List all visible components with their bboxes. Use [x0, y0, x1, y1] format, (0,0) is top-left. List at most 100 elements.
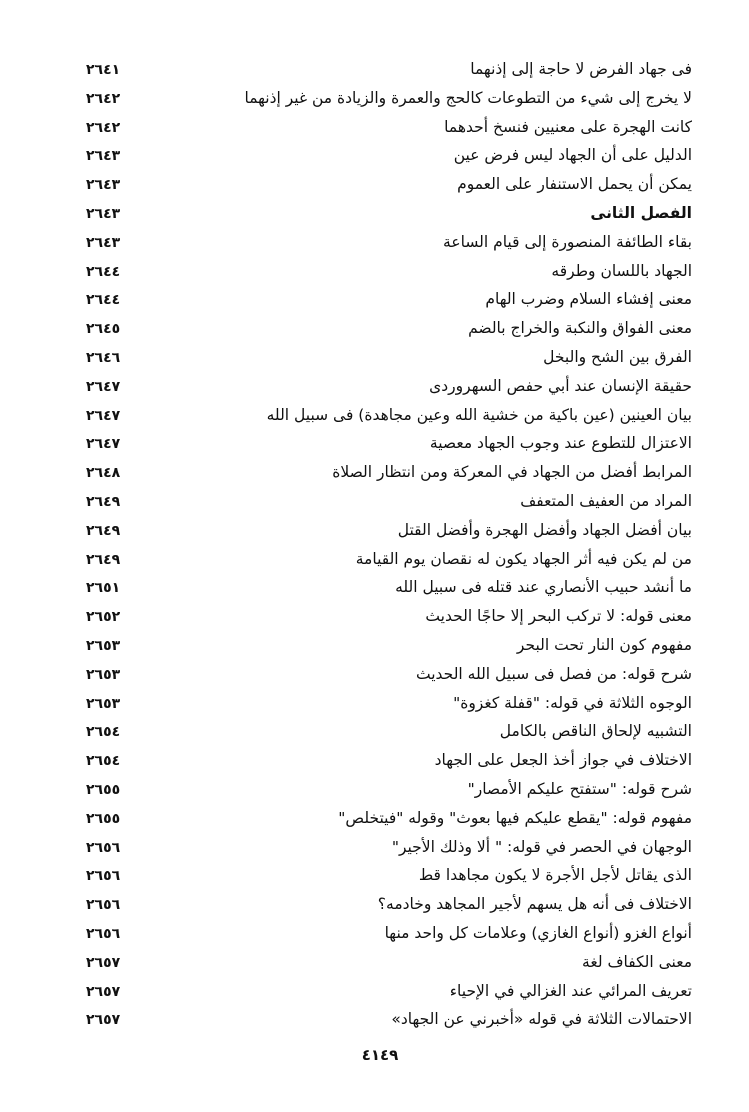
entry-page-number: ٢٦٥٦ — [86, 839, 121, 856]
entry-page-number: ٢٦٥٦ — [86, 925, 121, 942]
index-entry: الفرق بين الشح والبخل ٢٦٤٦ — [0, 344, 749, 373]
index-entry: يمكن أن يحمل الاستنفار على العموم ٢٦٤٣ — [0, 171, 749, 200]
entry-title: الاعتزال للتطوع عند وجوب الجهاد معصية — [429, 434, 692, 453]
entry-title: معنى الفواق والنكبة والخراج بالضم — [468, 319, 692, 338]
entry-title: شرح قوله: من فصل فى سبيل الله الحديث — [416, 664, 692, 683]
index-entry: الدليل على أن الجهاد ليس فرض عين ٢٦٤٣ — [0, 142, 749, 171]
index-entry: الاختلاف في جواز أخذ الجعل على الجهاد ٢٦٥… — [0, 747, 749, 776]
entry-title: المرابط أفضل من الجهاد في المعركة ومن ان… — [332, 463, 692, 482]
entry-title: الوجوه الثلاثة في قوله: "قفلة كغزوة" — [453, 693, 692, 712]
entry-page-number: ٢٦٤٢ — [86, 119, 121, 136]
index-entry: مفهوم كون النار تحت البحر ٢٦٥٣ — [0, 632, 749, 661]
entry-title: معنى قوله: لا تركب البحر إلا حاجًا الحدي… — [425, 607, 692, 626]
entry-title: التشبيه لإلحاق الناقص بالكامل — [499, 722, 692, 741]
index-entry: الذى يقاتل لأجل الأجرة لا يكون مجاهدا قط… — [0, 862, 749, 891]
entry-title: معنى إفشاء السلام وضرب الهام — [485, 290, 692, 309]
index-entry: التشبيه لإلحاق الناقص بالكامل ٢٦٥٤ — [0, 718, 749, 747]
entry-title: الذى يقاتل لأجل الأجرة لا يكون مجاهدا قط — [418, 866, 692, 885]
entry-page-number: ٢٦٥٣ — [86, 666, 121, 683]
entry-title: الجهاد باللسان وطرقه — [551, 261, 692, 280]
entry-page-number: ٢٦٤٦ — [86, 349, 121, 366]
entry-page-number: ٢٦٥١ — [86, 580, 121, 597]
entry-page-number: ٢٦٥٧ — [86, 983, 121, 1000]
entry-page-number: ٢٦٤٧ — [86, 436, 121, 453]
index-entry: بيان العينين (عين باكية من خشية الله وعي… — [0, 402, 749, 431]
index-entry: الاحتمالات الثلاثة في قوله «أخبرني عن ال… — [0, 1006, 749, 1035]
index-entry: معنى الفواق والنكبة والخراج بالضم ٢٦٤٥ — [0, 315, 749, 344]
entry-title: فى جهاد الفرض لا حاجة إلى إذنهما — [470, 60, 692, 78]
index-entry: الاختلاف فى أنه هل يسهم لأجير المجاهد وخ… — [0, 891, 749, 920]
entry-page-number: ٢٦٥٣ — [86, 695, 121, 712]
index-entry: معنى إفشاء السلام وضرب الهام ٢٦٤٤ — [0, 286, 749, 315]
entry-title: ما أنشد حبيب الأنصاري عند قتله فى سبيل ا… — [395, 578, 692, 597]
entry-page-number: ٢٦٤٣ — [86, 234, 121, 251]
entry-title: تعريف المرائي عند الغزالي في الإحياء — [449, 981, 692, 1000]
entry-title: الاحتمالات الثلاثة في قوله «أخبرني عن ال… — [391, 1010, 692, 1029]
entry-page-number: ٢٦٥٣ — [86, 637, 121, 654]
entry-title: المراد من العفيف المتعفف — [520, 491, 692, 510]
entry-title: شرح قوله: "ستفتح عليكم الأمصار" — [467, 779, 692, 798]
entry-title: مفهوم كون النار تحت البحر — [516, 635, 692, 654]
entry-page-number: ٢٦٥٦ — [86, 868, 121, 885]
entry-title: الاختلاف في جواز أخذ الجعل على الجهاد — [434, 751, 692, 770]
entry-title: حقيقة الإنسان عند أبي حفص السهروردى — [429, 376, 692, 395]
entry-page-number: ٢٦٤٣ — [86, 177, 121, 194]
entry-title: الاختلاف فى أنه هل يسهم لأجير المجاهد وخ… — [377, 895, 692, 914]
entry-title: لا يخرج إلى شيء من التطوعات كالحج والعمر… — [244, 88, 692, 107]
entry-title: معنى الكفاف لغة — [582, 952, 692, 971]
entry-page-number: ٢٦٥٧ — [86, 1012, 121, 1029]
index-entry: كانت الهجرة على معنيين فنسخ أحدهما ٢٦٤٢ — [0, 114, 749, 143]
section-heading: الفصل الثانى — [590, 203, 692, 222]
index-entry: المرابط أفضل من الجهاد في المعركة ومن ان… — [0, 459, 749, 488]
index-entry: الجهاد باللسان وطرقه ٢٦٤٤ — [0, 258, 749, 287]
entry-page-number: ٢٦٤٣ — [86, 205, 121, 222]
index-entry: فى جهاد الفرض لا حاجة إلى إذنهما ٢٦٤١ — [0, 56, 749, 85]
entry-title: بيان العينين (عين باكية من خشية الله وعي… — [266, 405, 692, 424]
index-entry: شرح قوله: "ستفتح عليكم الأمصار" ٢٦٥٥ — [0, 776, 749, 805]
entry-title: الوجهان في الحصر في قوله: " ألا وذلك الأ… — [391, 837, 692, 856]
entry-page-number: ٢٦٤٩ — [86, 493, 121, 510]
index-entry: مفهوم قوله: "يقطع عليكم فيها بعوث" وقوله… — [0, 805, 749, 834]
entry-page-number: ٢٦٤٧ — [86, 407, 121, 424]
entry-title: بقاء الطائفة المنصورة إلى قيام الساعة — [443, 232, 692, 251]
entry-page-number: ٢٦٥٧ — [86, 954, 121, 971]
entry-page-number: ٢٦٤١ — [86, 62, 121, 78]
entry-page-number: ٢٦٤٥ — [86, 321, 121, 338]
entry-title: من لم يكن فيه أثر الجهاد يكون له نقصان ي… — [355, 549, 692, 568]
entry-title: أنواع الغزو (أنواع الغازي) وعلامات كل وا… — [384, 923, 692, 942]
index-entry: ما أنشد حبيب الأنصاري عند قتله فى سبيل ا… — [0, 574, 749, 603]
index-entry: المراد من العفيف المتعفف ٢٦٤٩ — [0, 488, 749, 517]
entry-page-number: ٢٦٤٢ — [86, 90, 121, 107]
entry-page-number: ٢٦٥٥ — [86, 781, 121, 798]
entry-title: الفرق بين الشح والبخل — [543, 347, 692, 366]
entry-page-number: ٢٦٥٦ — [86, 897, 121, 914]
entry-page-number: ٢٦٤٩ — [86, 551, 121, 568]
index-entry: معنى الكفاف لغة ٢٦٥٧ — [0, 949, 749, 978]
index-entry: بقاء الطائفة المنصورة إلى قيام الساعة ٢٦٤… — [0, 229, 749, 258]
index-entry: الفصل الثانى ٢٦٤٣ — [0, 200, 749, 229]
index-entry: الوجهان في الحصر في قوله: " ألا وذلك الأ… — [0, 834, 749, 863]
entry-title: الدليل على أن الجهاد ليس فرض عين — [453, 146, 692, 165]
index-entry: معنى قوله: لا تركب البحر إلا حاجًا الحدي… — [0, 603, 749, 632]
entry-title: يمكن أن يحمل الاستنفار على العموم — [457, 175, 692, 194]
index-list: فى جهاد الفرض لا حاجة إلى إذنهما ٢٦٤١ لا ي… — [0, 56, 749, 1035]
index-entry: الاعتزال للتطوع عند وجوب الجهاد معصية ٢٦٤… — [0, 430, 749, 459]
entry-title: مفهوم قوله: "يقطع عليكم فيها بعوث" وقوله… — [338, 808, 692, 827]
entry-title: كانت الهجرة على معنيين فنسخ أحدهما — [444, 117, 692, 136]
entry-page-number: ٢٦٥٤ — [86, 724, 121, 741]
entry-page-number: ٢٦٥٥ — [86, 810, 121, 827]
entry-title: بيان أفضل الجهاد وأفضل الهجرة وأفضل القت… — [397, 520, 692, 539]
index-entry: تعريف المرائي عند الغزالي في الإحياء ٢٦٥٧ — [0, 978, 749, 1007]
index-entry: أنواع الغزو (أنواع الغازي) وعلامات كل وا… — [0, 920, 749, 949]
entry-page-number: ٢٦٤٨ — [86, 465, 121, 482]
entry-page-number: ٢٦٥٢ — [86, 609, 121, 626]
entry-page-number: ٢٦٤٧ — [86, 378, 121, 395]
entry-page-number: ٢٦٤٣ — [86, 148, 121, 165]
page-number: ٤١٤٩ — [361, 1046, 399, 1064]
index-entry: لا يخرج إلى شيء من التطوعات كالحج والعمر… — [0, 85, 749, 114]
entry-page-number: ٢٦٥٤ — [86, 753, 121, 770]
index-entry: من لم يكن فيه أثر الجهاد يكون له نقصان ي… — [0, 546, 749, 575]
index-entry: شرح قوله: من فصل فى سبيل الله الحديث ٢٦٥٣ — [0, 661, 749, 690]
entry-page-number: ٢٦٤٩ — [86, 522, 121, 539]
index-entry: حقيقة الإنسان عند أبي حفص السهروردى ٢٦٤٧ — [0, 373, 749, 402]
